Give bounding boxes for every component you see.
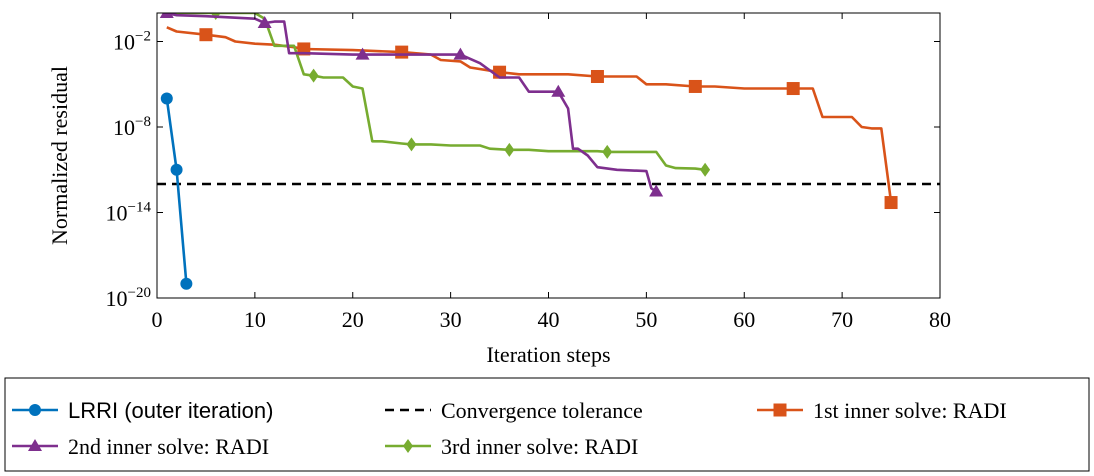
legend-entry-2nd-inner-solve-radi: 2nd inner solve: RADI	[12, 434, 269, 459]
legend-label: LRRI (outer iteration)	[68, 398, 273, 423]
plot-layer	[157, 13, 940, 290]
legend-swatch-marker	[773, 403, 787, 417]
y-axis-label: Normalized residual	[47, 66, 72, 245]
legend-swatch-marker	[29, 404, 41, 416]
data-point-3rd-inner-solve-radi	[504, 142, 515, 157]
legend-label: 3rd inner solve: RADI	[441, 434, 638, 459]
data-point-1st-inner-solve-radi	[688, 79, 702, 93]
plot-frame	[156, 12, 941, 299]
legend-entry-convergence-tolerance: Convergence tolerance	[385, 398, 643, 423]
x-tick-label: 40	[538, 307, 560, 332]
data-point-2nd-inner-solve-radi	[551, 84, 566, 97]
data-point-2nd-inner-solve-radi	[453, 47, 468, 60]
data-point-3rd-inner-solve-radi	[700, 162, 711, 177]
data-point-2nd-inner-solve-radi	[649, 184, 664, 197]
series-line-lrri-outer-iteration	[165, 98, 188, 284]
data-point-lrri-outer-iteration	[180, 277, 193, 290]
series-3rd-inner-solve-radi	[166, 13, 711, 177]
y-tick-label: 10−20	[106, 285, 151, 311]
legend-entry-lrri-outer-iteration: LRRI (outer iteration)	[12, 398, 273, 423]
y-tick-label: 10−2	[113, 29, 151, 55]
x-tick-label: 30	[440, 307, 462, 332]
legend-swatch-marker	[403, 439, 413, 453]
x-tick-label: 60	[733, 307, 755, 332]
x-tick-label: 0	[152, 307, 163, 332]
x-tick-label: 50	[635, 307, 657, 332]
x-tick-label: 10	[244, 307, 266, 332]
legend-label: Convergence tolerance	[441, 398, 643, 423]
data-point-3rd-inner-solve-radi	[602, 144, 613, 159]
legend-box	[4, 377, 1090, 472]
legend: LRRI (outer iteration) Convergence tolera…	[4, 377, 1090, 472]
data-point-lrri-outer-iteration	[170, 163, 183, 176]
y-tick-label: 10−14	[106, 200, 152, 226]
data-point-3rd-inner-solve-radi	[308, 68, 319, 83]
data-point-2nd-inner-solve-radi	[159, 13, 174, 18]
data-point-2nd-inner-solve-radi	[257, 15, 272, 28]
data-point-1st-inner-solve-radi	[395, 45, 409, 59]
x-axis-label: Iteration steps	[486, 342, 610, 367]
x-tick-label: 80	[929, 307, 951, 332]
series-1st-inner-solve-radi	[166, 26, 898, 210]
x-tick-label: 70	[831, 307, 853, 332]
legend-entry-1st-inner-solve-radi: 1st inner solve: RADI	[757, 398, 1007, 423]
series-line-2nd-inner-solve-radi	[166, 13, 657, 193]
series-2nd-inner-solve-radi	[159, 13, 664, 197]
data-point-lrri-outer-iteration	[160, 92, 173, 105]
data-point-3rd-inner-solve-radi	[406, 137, 417, 152]
legend-entry-3rd-inner-solve-radi: 3rd inner solve: RADI	[385, 434, 638, 459]
legend-label: 1st inner solve: RADI	[813, 398, 1007, 423]
legend-swatch-marker	[28, 439, 42, 451]
axes-layer: 0 10 20 30 40 50 60 70 80 10−2 10−8 10−14 10−20	[106, 12, 951, 332]
series-line-1st-inner-solve-radi	[166, 26, 893, 203]
series-line-3rd-inner-solve-radi	[166, 13, 706, 172]
data-point-1st-inner-solve-radi	[590, 69, 604, 83]
y-tick-label: 10−8	[113, 114, 151, 140]
data-point-1st-inner-solve-radi	[786, 82, 800, 96]
legend-label: 2nd inner solve: RADI	[68, 434, 269, 459]
x-tick-label: 20	[342, 307, 364, 332]
data-point-1st-inner-solve-radi	[199, 28, 213, 42]
data-point-2nd-inner-solve-radi	[355, 47, 370, 60]
series-lrri-outer-iteration	[160, 92, 193, 290]
data-point-1st-inner-solve-radi	[884, 196, 898, 210]
